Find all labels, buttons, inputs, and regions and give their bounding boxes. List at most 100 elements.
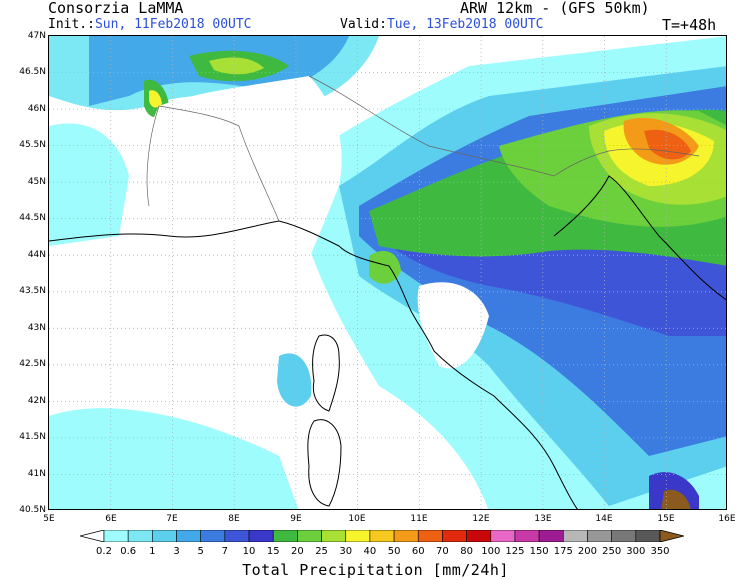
national-borders [146,75,700,222]
colorbar-swatch [272,530,298,542]
precip-colorbar [80,530,684,542]
colorbar-level-label: 250 [602,546,622,557]
colorbar-level-label: 70 [436,546,449,557]
precip-area-alps-yellow [209,57,264,75]
colorbar-level-label: 20 [291,546,304,557]
lon-label: 13E [534,514,552,524]
colorbar-level-label: 15 [266,546,280,557]
colorbar-level-label: 1 [149,546,156,557]
lat-label: 45N [27,177,46,187]
lat-label: 42N [27,396,46,406]
lon-label: 10E [348,514,366,524]
colorbar-swatch [490,530,516,542]
colorbar-level-label: 30 [339,546,353,557]
colorbar-swatch [369,530,395,542]
precip-area-light [49,123,129,246]
lead-time: T=+48h [662,16,717,34]
lat-label: 43N [27,323,46,333]
colorbar-swatch [514,530,540,542]
coastlines [49,175,726,509]
lon-label: 8E [228,514,240,524]
org-title: Consorzia LaMMA [48,0,184,17]
colorbar-swatch [417,530,443,542]
valid-value: Tue, 13Feb2018 00UTC [386,17,544,32]
colorbar-level-label: 200 [577,546,598,557]
lon-label: 5E [43,514,55,524]
colorbar-level-label: 10 [242,546,256,557]
colorbar-swatch [345,530,371,542]
lon-label: 7E [166,514,178,524]
lon-label: 15E [657,514,675,524]
lat-label: 44N [27,250,46,260]
colorbar-level-label: 3 [173,546,180,557]
precip-area-south-east-core [661,489,691,509]
colorbar-level-label: 60 [411,546,425,557]
valid-time: Valid:Tue, 13Feb2018 00UTC [340,18,544,32]
lat-label: 41.5N [19,432,46,442]
colorbar-swatch [248,530,274,542]
init-value: Sun, 11Feb2018 00UTC [94,17,252,32]
colorbar-level-label: 80 [460,546,473,557]
valid-label: Valid: [340,17,387,32]
model-title: ARW 12km - (GFS 50km) [460,0,650,17]
lon-label: 16E [718,514,736,524]
precipitation-map [48,35,727,510]
colorbar-max-arrow [659,530,684,542]
init-time: Init.:Sun, 11Feb2018 00UTC [48,18,252,32]
precip-area-green-west [369,251,401,284]
colorbar-min-arrow [80,530,105,542]
lat-label: 42.5N [19,359,46,369]
colorbar-level-label: 350 [650,546,670,557]
lon-label: 11E [410,514,428,524]
lat-label: 43.5N [19,286,46,296]
precip-area-red [644,129,691,160]
dry-area-tuscany [417,282,489,369]
lon-label: 6E [105,514,117,524]
precipitation-field [49,36,726,509]
colorbar-swatch [127,530,153,542]
dry-area-north-italy [145,76,342,316]
colorbar-swatch [538,530,564,542]
precip-area-corsica-blue [277,353,312,407]
lon-label: 9E [290,514,302,524]
colorbar-level-label: 50 [387,546,401,557]
colorbar-level-label: 5 [197,546,204,557]
colorbar-level-label: 150 [529,546,549,557]
colorbar-level-label: 0.6 [120,546,137,557]
lon-label: 14E [595,514,613,524]
lat-label: 45.5N [19,140,46,150]
colorbar-swatch [442,530,467,542]
colorbar-title: Total Precipitation [mm/24h] [242,561,509,579]
colorbar-level-label: 0.2 [96,546,112,557]
colorbar-swatch [466,530,492,542]
precip-area-west-lowlight [49,408,299,509]
colorbar-swatch [321,530,347,542]
lat-label: 41N [27,469,46,479]
init-label: Init.: [48,17,95,32]
lat-label: 46.5N [19,67,46,77]
colorbar-swatch [103,530,129,542]
lon-label: 12E [472,514,490,524]
colorbar-level-label: 7 [221,546,229,557]
lat-label: 44.5N [19,213,46,223]
colorbar-level-label: 300 [626,546,646,557]
colorbar-level-label: 25 [315,546,328,557]
colorbar-swatch [152,530,177,542]
colorbar-swatch [176,530,201,542]
colorbar-level-label: 100 [481,546,501,557]
colorbar-swatch [611,530,637,542]
colorbar-swatch [224,530,250,542]
colorbar-level-label: 40 [363,546,377,557]
colorbar-swatch [200,530,226,542]
colorbar-swatch [635,530,661,542]
lat-label: 47N [27,31,46,41]
colorbar-swatch [563,530,588,542]
lat-label: 40.5N [19,505,46,515]
lat-label: 46N [27,104,46,114]
colorbar-swatch [297,530,322,542]
colorbar-level-label: 125 [505,546,525,557]
precip-area-alps-west-yellow [149,90,162,108]
colorbar-swatch [393,530,419,542]
colorbar-level-label: 175 [553,546,573,557]
colorbar-swatch [587,530,612,542]
